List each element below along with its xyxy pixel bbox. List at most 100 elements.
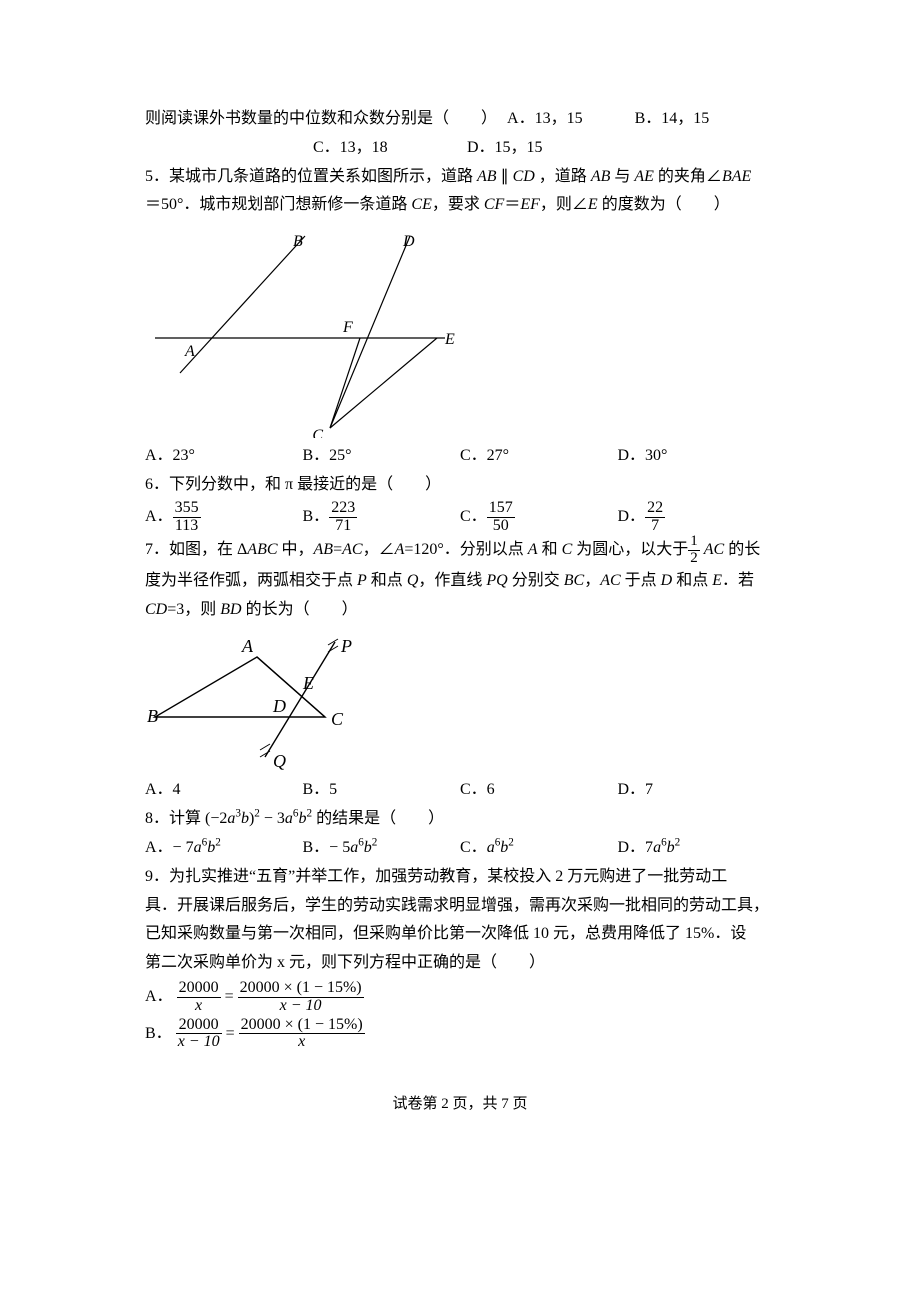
- q6-option-d: D．227: [618, 500, 776, 535]
- q9-l4: 第二次采购单价为 x 元，则下列方程中正确的是（ ）: [145, 949, 775, 978]
- q7-option-b: B．5: [303, 776, 461, 805]
- q9-a-eq: =: [225, 988, 238, 1005]
- q7-comma: ，: [584, 572, 600, 589]
- q8-stem: 8．计算 (−2a3b)2 − 3a6b2 的结果是（ ）: [145, 805, 775, 834]
- q7-cd: CD: [145, 601, 167, 618]
- q7-a: A: [395, 541, 405, 558]
- q4-option-b: B．14，15: [635, 110, 710, 127]
- q7-ac: AC: [342, 541, 362, 558]
- q9-a-rd: x − 10: [238, 998, 364, 1015]
- q7-bc: BC: [564, 572, 584, 589]
- q7-stem3: CD=3，则 BD 的长为（ ）: [145, 596, 775, 625]
- q5-ef: EF: [520, 196, 540, 213]
- q4-stem: 则阅读课外书数量的中位数和众数分别是（ ）: [145, 110, 497, 127]
- q8-option-d: D．7a6b2: [618, 834, 776, 863]
- q7-eq3: =3，则: [167, 601, 220, 618]
- q7-and2: 和点: [672, 572, 712, 589]
- q7-pq: PQ: [486, 572, 507, 589]
- q8-b-pre: B．− 5: [303, 839, 351, 856]
- q4-option-d: D．15，15: [467, 134, 621, 163]
- q5-stem2: ＝50°．城市规划部门想新修一条道路 CE，要求 CF＝EF，则∠E 的度数为（…: [145, 191, 775, 220]
- exam-page: 则阅读课外书数量的中位数和众数分别是（ ） A．13，15 B．14，15 C．…: [0, 0, 920, 1158]
- q7-option-d: D．7: [618, 776, 776, 805]
- q5-options: A．23° B．25° C．27° D．30°: [145, 442, 775, 471]
- q5-mid: ，道路: [535, 168, 591, 185]
- q4-option-c: C．13，18: [313, 134, 467, 163]
- q5-label-d: D: [402, 233, 415, 250]
- q5-l2pre: ＝50°．城市规划部门想新修一条道路: [145, 196, 411, 213]
- q6-option-c: C．15750: [460, 500, 618, 535]
- q7-p: P: [357, 572, 367, 589]
- q5-bae: BAE: [722, 168, 751, 185]
- q8-pre: 8．计算: [145, 810, 205, 827]
- q5-post: 的夹角∠: [654, 168, 722, 185]
- q7-label-e: E: [302, 673, 314, 693]
- q7-l1m3: 和: [538, 541, 562, 558]
- q9-l3: 已知采购数量与第一次相同，但采购单价比第一次降低 10 元，总费用降低了 15%…: [145, 920, 775, 949]
- q7-eq120: =120°．分别以点: [404, 541, 527, 558]
- q6-d-num: 22: [645, 500, 665, 518]
- q7-label-b: B: [147, 706, 158, 726]
- q5-ae: AE: [634, 168, 654, 185]
- q5-e: E: [588, 196, 598, 213]
- q7-ac3: AC: [600, 572, 620, 589]
- q6-stem: 6．下列分数中，和 π 最接近的是（ ）: [145, 471, 775, 500]
- q7-a2: A: [528, 541, 538, 558]
- q6-d-den: 7: [645, 518, 665, 535]
- q9-l1: 9．为扎实推进“五育”并举工作，加强劳动教育，某校投入 2 万元购进了一批劳动工: [145, 863, 775, 892]
- q7-eq: =: [333, 541, 342, 558]
- q5-ce: CE: [411, 196, 431, 213]
- q6-b-den: 71: [329, 518, 357, 535]
- q7-d: D: [661, 572, 673, 589]
- q7-l3end: 的长为（ ）: [242, 601, 358, 618]
- q7-e: E: [712, 572, 722, 589]
- q8-a-pre: A．− 7: [145, 839, 194, 856]
- q6-c-pre: C．: [460, 508, 487, 525]
- q6-option-a: A．355113: [145, 500, 303, 535]
- q5-label-b: B: [293, 233, 303, 250]
- q8-option-a: A．− 7a6b2: [145, 834, 303, 863]
- q4-option-a: A．13，15: [507, 110, 583, 127]
- q7-l2mid2: 分别交: [508, 572, 564, 589]
- q7-label-c: C: [331, 709, 344, 729]
- q5-option-a: A．23°: [145, 442, 303, 471]
- q6-c-den: 50: [487, 518, 515, 535]
- q6-options: A．355113 B．22371 C．15750 D．227: [145, 500, 775, 535]
- q7-l1m2: ，∠: [363, 541, 395, 558]
- q8-d-pre: D．7: [618, 839, 654, 856]
- q5-label-e: E: [444, 331, 455, 348]
- q5-mid2: 与: [610, 168, 634, 185]
- q6-option-b: B．22371: [303, 500, 461, 535]
- q8-c-pre: C．: [460, 839, 487, 856]
- q7-l1m4: 为圆心，以大于: [572, 541, 688, 558]
- q9-a-pre: A．: [145, 988, 173, 1005]
- q5-cd: CD: [513, 168, 535, 185]
- q7-ac2: AC: [704, 541, 724, 558]
- q9-b-eq: =: [226, 1025, 239, 1042]
- q4-stem-row: 则阅读课外书数量的中位数和众数分别是（ ） A．13，15 B．14，15: [145, 105, 775, 134]
- q5-cf: CF: [484, 196, 504, 213]
- q9-b-ld: x − 10: [176, 1034, 222, 1051]
- q5-label-c: C: [312, 427, 323, 438]
- q6-d-pre: D．: [618, 508, 646, 525]
- q5-ab2: AB: [591, 168, 611, 185]
- q5-pre: 5．某城市几条道路的位置关系如图所示，道路: [145, 168, 477, 185]
- q9-a-rn: 20000 × (1 − 15%): [238, 980, 364, 998]
- q5-eq: ＝: [504, 196, 520, 213]
- q7-q: Q: [407, 572, 419, 589]
- q7-option-a: A．4: [145, 776, 303, 805]
- q5-label-f: F: [342, 319, 353, 336]
- q9-l2: 具．开展课后服务后，学生的劳动实践需求明显增强，需再次采购一批相同的劳动工具，: [145, 892, 775, 921]
- q7-halfn: 1: [688, 534, 700, 551]
- q5-l2end: 的度数为（ ）: [598, 196, 730, 213]
- q7-label-q: Q: [273, 751, 286, 771]
- q6-a-pre: A．: [145, 508, 173, 525]
- q7-l2pre: 度为半径作弧，两弧相交于点: [145, 572, 357, 589]
- q8-expr: (−2a3b)2 − 3a6b2: [205, 810, 312, 827]
- q7-option-c: C．6: [460, 776, 618, 805]
- q7-l1m1: 中，: [278, 541, 314, 558]
- q5-option-c: C．27°: [460, 442, 618, 471]
- page-footer: 试卷第 2 页，共 7 页: [145, 1091, 775, 1118]
- q7-c: C: [562, 541, 573, 558]
- q7-figure: A B C D E P Q: [145, 632, 775, 772]
